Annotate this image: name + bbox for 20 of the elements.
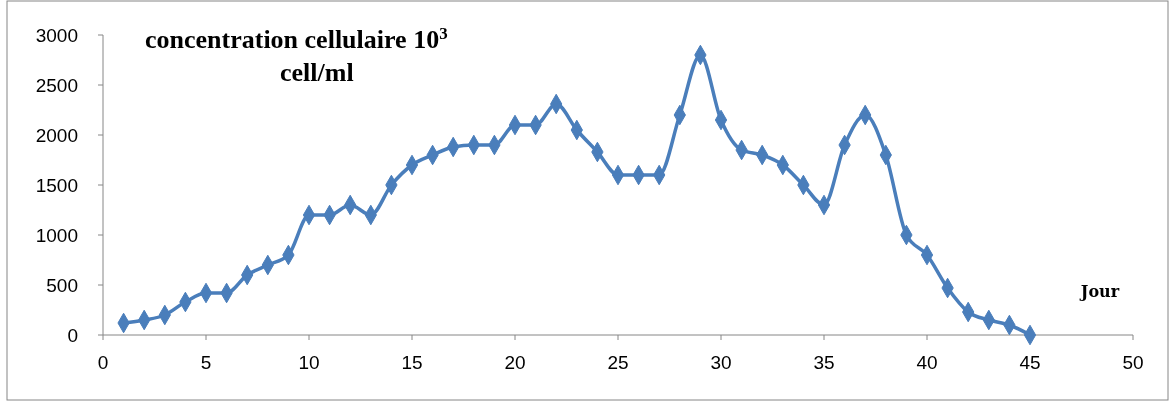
x-tick-label: 15 [401, 352, 423, 373]
x-tick-label: 20 [504, 352, 526, 373]
y-tick-label: 1500 [35, 174, 78, 196]
y-tick-label: 0 [67, 324, 78, 346]
y-tick-label: 500 [46, 274, 78, 296]
x-tick-label: 40 [916, 352, 938, 373]
x-tick-label: 5 [200, 352, 212, 373]
chart-title: concentration cellulaire 10$^{3}$ cell/ml [145, 23, 448, 87]
x-tick-label: 25 [607, 352, 629, 373]
y-tick-label: 3000 [35, 24, 78, 46]
x-tick-label: 45 [1019, 352, 1041, 373]
x-tick-label: 10 [298, 352, 320, 373]
x-tick-label: 30 [710, 352, 732, 373]
x-tick-label: 35 [813, 352, 835, 373]
x-tick-label: 50 [1122, 352, 1144, 373]
y-tick-label: 2000 [35, 124, 78, 146]
y-tick-label: 2500 [35, 74, 78, 96]
x-tick-label: 0 [97, 352, 109, 373]
y-tick-label: 1000 [35, 224, 78, 246]
x-axis-title: Jour [1078, 282, 1120, 301]
